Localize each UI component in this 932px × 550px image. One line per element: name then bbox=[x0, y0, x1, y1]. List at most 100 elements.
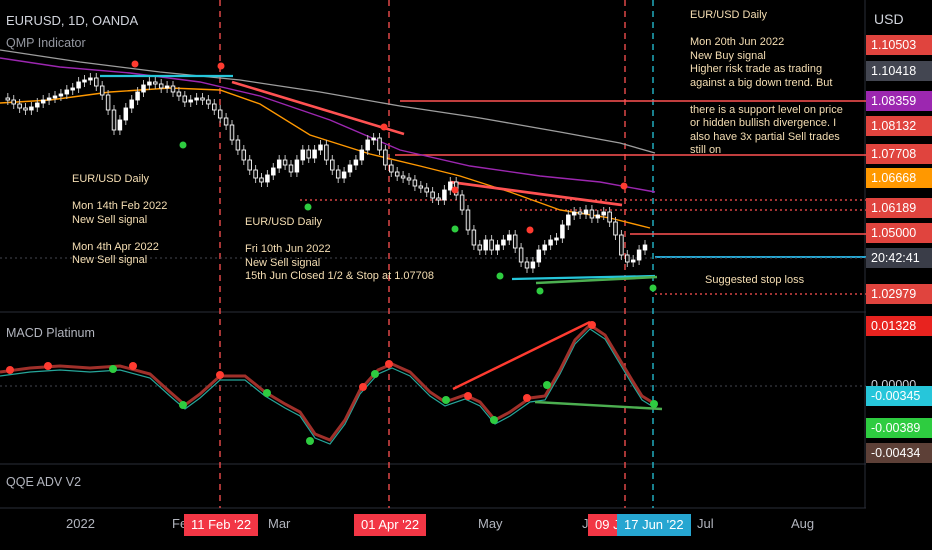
candle-body bbox=[642, 244, 648, 251]
price-label[interactable]: 1.08132 bbox=[866, 116, 932, 136]
candle-body bbox=[459, 194, 465, 211]
signal-dot bbox=[536, 287, 544, 295]
qqe-pane-label[interactable]: QQE ADV V2 bbox=[6, 475, 82, 489]
candle-body bbox=[247, 159, 252, 171]
candle-body bbox=[288, 164, 294, 173]
macd-divergence-green bbox=[534, 400, 663, 411]
macd-signal-dot bbox=[523, 394, 531, 402]
signal-dot bbox=[620, 182, 628, 190]
candle-body bbox=[353, 159, 359, 166]
symbol-title[interactable]: EURUSD, 1D, OANDA bbox=[6, 13, 139, 28]
candle-body bbox=[389, 164, 394, 173]
candle-body bbox=[507, 234, 512, 241]
candle-body bbox=[571, 211, 577, 216]
candle-body bbox=[306, 149, 311, 159]
candle-body bbox=[530, 261, 536, 269]
candles-layer bbox=[5, 73, 648, 273]
candle-body bbox=[194, 97, 199, 101]
note-middle[interactable]: EUR/USD Daily Fri 10th Jun 2022 New Sell… bbox=[245, 216, 434, 282]
note-top-right[interactable]: EUR/USD Daily Mon 20th Jun 2022 New Buy … bbox=[690, 9, 843, 156]
candle-body bbox=[324, 144, 329, 161]
time-label: May bbox=[478, 516, 503, 531]
price-label[interactable]: 1.06668 bbox=[866, 168, 932, 188]
candle-body bbox=[5, 97, 11, 101]
candle-body bbox=[566, 214, 571, 226]
candle-body bbox=[625, 254, 630, 263]
macd-line bbox=[0, 323, 656, 442]
macd-value-label[interactable]: -0.00345 bbox=[866, 386, 932, 406]
candle-body bbox=[442, 189, 447, 201]
time-marker[interactable]: 09 J bbox=[588, 514, 627, 536]
candle-body bbox=[412, 179, 418, 187]
macd-signal-dot bbox=[371, 370, 379, 378]
candle-body bbox=[589, 209, 595, 219]
time-label: Fe bbox=[172, 516, 188, 531]
price-label[interactable]: 1.10418 bbox=[866, 61, 932, 81]
candle-body bbox=[135, 91, 140, 101]
time-marker[interactable]: 01 Apr '22 bbox=[354, 514, 427, 536]
macd-signal-dot bbox=[385, 360, 393, 368]
candle-body bbox=[436, 197, 441, 201]
note-left[interactable]: EUR/USD Daily Mon 14th Feb 2022 New Sell… bbox=[72, 173, 168, 266]
candle-body bbox=[613, 221, 618, 236]
candle-body bbox=[241, 149, 247, 161]
candle-body bbox=[371, 137, 376, 141]
candle-body bbox=[318, 144, 323, 151]
candle-body bbox=[542, 244, 547, 251]
candle-body bbox=[141, 84, 146, 93]
price-label[interactable]: 1.06189 bbox=[866, 198, 932, 218]
time-label: Aug bbox=[791, 516, 815, 531]
signal-dot bbox=[526, 226, 534, 234]
macd-value-label[interactable]: -0.00434 bbox=[866, 443, 932, 463]
candle-body bbox=[200, 97, 205, 101]
price-label[interactable]: 20:42:41 bbox=[866, 248, 932, 268]
time-label: Jul bbox=[697, 516, 714, 531]
signal-dot bbox=[451, 225, 459, 233]
candle-body bbox=[524, 261, 530, 269]
candle-body bbox=[176, 91, 182, 97]
candle-body bbox=[117, 119, 123, 131]
candle-body bbox=[253, 169, 258, 179]
macd-layer bbox=[0, 320, 663, 442]
candle-body bbox=[483, 239, 488, 251]
candle-body bbox=[94, 77, 99, 87]
candle-body bbox=[276, 159, 282, 169]
candle-body bbox=[235, 139, 241, 151]
candle-body bbox=[560, 224, 565, 239]
candle-body bbox=[477, 244, 483, 251]
macd-value-label[interactable]: -0.00389 bbox=[866, 418, 932, 438]
drawing-layer bbox=[0, 0, 866, 509]
candle-body bbox=[536, 249, 542, 263]
price-label[interactable]: 1.10503 bbox=[866, 35, 932, 55]
time-marker[interactable]: 17 Jun '22 bbox=[617, 514, 691, 536]
macd-signal-dot bbox=[359, 383, 367, 391]
candle-body bbox=[58, 93, 64, 97]
candle-body bbox=[377, 137, 382, 151]
price-label[interactable]: 1.07708 bbox=[866, 144, 932, 164]
candle-body bbox=[383, 149, 388, 166]
macd-signal-dot bbox=[6, 366, 14, 374]
indicator-name[interactable]: QMP Indicator bbox=[6, 36, 86, 50]
candle-body bbox=[52, 95, 58, 99]
candle-body bbox=[158, 83, 164, 89]
candle-body bbox=[300, 149, 306, 161]
macd-pane-label[interactable]: MACD Platinum bbox=[6, 326, 95, 340]
candle-body bbox=[294, 159, 300, 173]
macd-signal-dot bbox=[263, 389, 271, 397]
candle-body bbox=[217, 109, 223, 119]
price-label[interactable]: 1.08359 bbox=[866, 91, 932, 111]
price-label[interactable]: 1.05000 bbox=[866, 223, 932, 243]
candle-body bbox=[518, 247, 524, 263]
candle-body bbox=[76, 81, 81, 89]
candle-body bbox=[595, 214, 601, 219]
candle-body bbox=[153, 81, 158, 85]
candle-body bbox=[601, 211, 606, 216]
note-stop-loss[interactable]: Suggested stop loss bbox=[705, 274, 805, 286]
price-label[interactable]: 1.02979 bbox=[866, 284, 932, 304]
candle-body bbox=[105, 94, 111, 111]
macd-value-label[interactable]: 0.01328 bbox=[866, 316, 932, 336]
time-marker[interactable]: 11 Feb '22 bbox=[184, 514, 259, 536]
candle-body bbox=[223, 117, 229, 126]
macd-signal-dot bbox=[44, 362, 52, 370]
